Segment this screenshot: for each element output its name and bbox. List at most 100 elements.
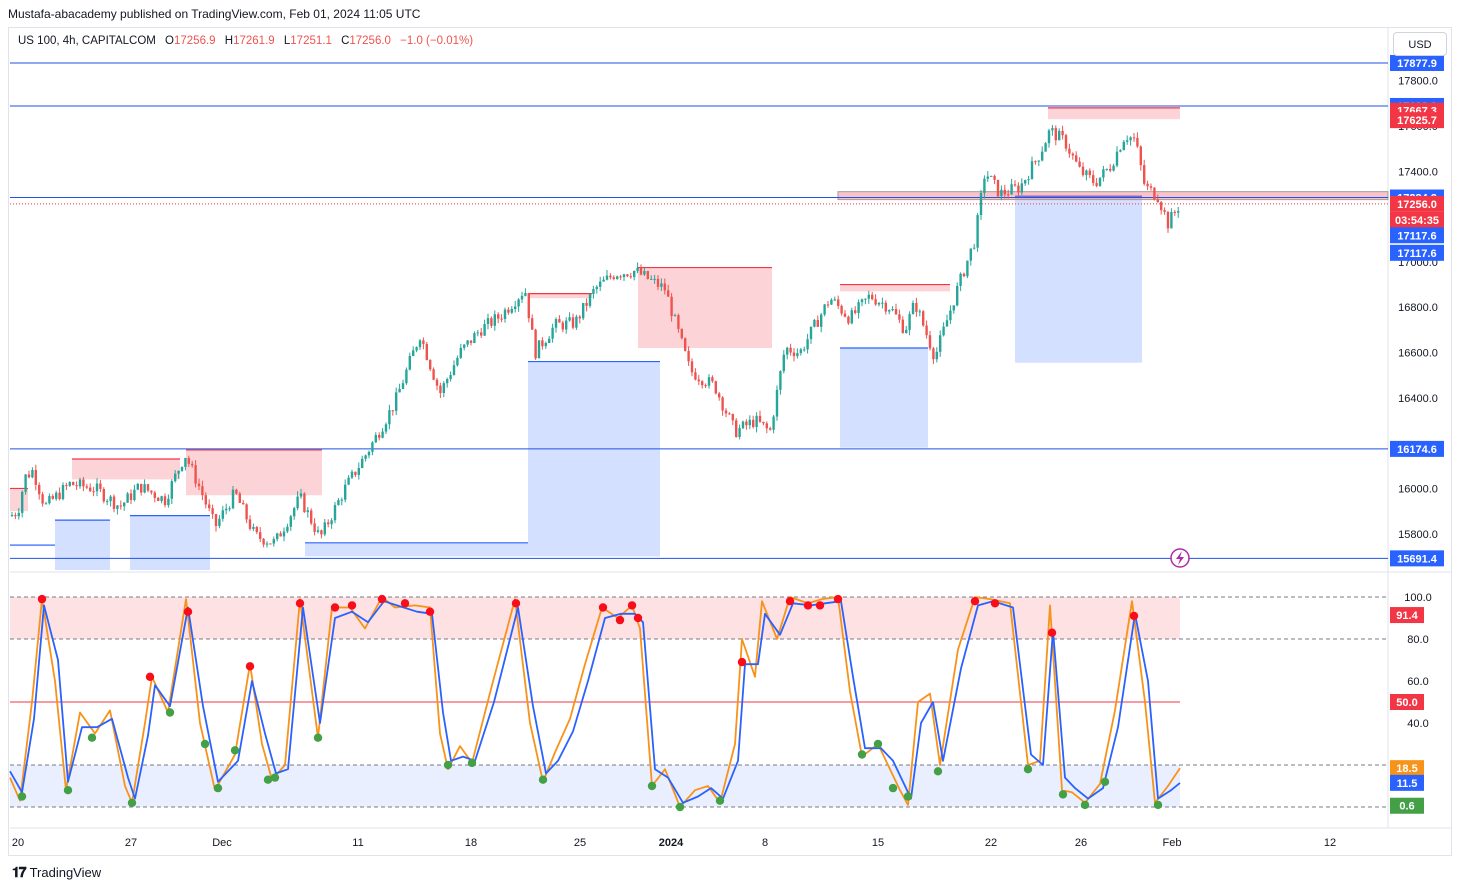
candle-body: [95, 483, 99, 492]
buy-signal-dot: [647, 781, 657, 791]
buy-signal-dot: [200, 739, 210, 749]
candle-body: [473, 333, 476, 343]
candle-body: [10, 515, 14, 517]
candle-body: [106, 501, 109, 503]
candle-body: [871, 294, 874, 300]
symbol-name[interactable]: US 100, 4h, CAPITALCOM: [18, 35, 156, 47]
candle-body: [592, 289, 595, 295]
price-badge: [1390, 211, 1444, 228]
tradingview-logo-icon: 𝟏𝟕: [12, 864, 27, 880]
candle-body: [78, 479, 82, 487]
currency-button[interactable]: USD: [1393, 32, 1447, 56]
candle-body: [303, 493, 306, 513]
candle-body: [840, 305, 843, 314]
candle-body: [823, 304, 826, 315]
stoch-badge-label: 18.5: [1396, 763, 1417, 775]
candle-body: [568, 317, 571, 321]
price-badge-label: 03:54:35: [1395, 215, 1439, 227]
candle-body: [313, 523, 316, 532]
sell-signal-dot: [785, 597, 795, 606]
candle-body: [61, 485, 65, 500]
candle-body: [361, 458, 364, 469]
candle-body: [983, 178, 986, 193]
candle-body: [388, 410, 391, 425]
candle-body: [194, 465, 197, 484]
candle-body: [1119, 150, 1122, 152]
candle-body: [272, 539, 275, 544]
candle-body: [21, 491, 24, 513]
time-tick-label: Dec: [212, 837, 232, 849]
candle-body: [670, 296, 673, 317]
candle-body: [486, 318, 490, 325]
candle-body: [673, 315, 677, 317]
candle-body: [228, 508, 231, 510]
candle-body: [255, 527, 258, 533]
sell-signal-dot: [615, 615, 625, 625]
candle-body: [531, 318, 534, 330]
sell-signal-dot: [347, 601, 357, 610]
stoch-badge: [1390, 694, 1424, 710]
tradingview-logo-text: TradingView: [29, 865, 102, 880]
candle-body: [830, 299, 833, 305]
candle-body: [1153, 187, 1156, 200]
price-badge-label: 16174.6: [1397, 444, 1437, 456]
candle-body: [626, 274, 629, 277]
candle-body: [1017, 185, 1020, 193]
price-badge: [1390, 440, 1444, 457]
close-label: C: [341, 35, 350, 47]
candle-body: [752, 419, 755, 427]
candle-body: [116, 505, 119, 509]
candle-body: [826, 304, 830, 306]
candle-body: [262, 538, 265, 545]
candle-body: [177, 470, 180, 474]
time-tick-label: 8: [762, 837, 768, 849]
candle-body: [956, 285, 959, 306]
candle-body: [259, 532, 262, 539]
candle-body: [391, 410, 394, 412]
candle-body: [112, 496, 116, 509]
candle-body: [663, 283, 666, 291]
candle-body: [911, 302, 915, 315]
candle-body: [979, 192, 983, 216]
candle-body: [500, 318, 503, 320]
candle-body: [1071, 153, 1074, 156]
candle-body: [65, 485, 68, 487]
candle-body: [1132, 137, 1136, 139]
candle-body: [962, 273, 966, 277]
price-tick-label: 17800.0: [1398, 76, 1438, 88]
candle-body: [976, 215, 979, 248]
candle-body: [1102, 169, 1105, 178]
candle-body: [1160, 202, 1163, 211]
candle-body: [184, 458, 187, 467]
candle-body: [544, 343, 547, 347]
buy-signal-dot: [313, 733, 323, 742]
buy-signal-dot: [538, 775, 548, 784]
buy-signal-dot: [888, 783, 898, 793]
candle-body: [731, 414, 734, 421]
sell-signal-dot: [377, 594, 387, 604]
candle-body: [327, 522, 330, 525]
time-tick-label: Feb: [1163, 837, 1182, 849]
candle-body: [1054, 128, 1057, 141]
candle-body: [320, 530, 323, 535]
time-tick-label: 15: [872, 837, 884, 849]
candle-body: [738, 428, 741, 437]
candle-body: [480, 332, 483, 336]
candle-body: [646, 271, 649, 279]
supply-zone: [186, 449, 322, 496]
candle-body: [1088, 170, 1091, 176]
candle-body: [612, 277, 615, 279]
candle-body: [514, 306, 517, 310]
candle-body: [578, 316, 581, 319]
sell-signal-dot: [737, 657, 747, 667]
candle-body: [605, 275, 609, 280]
candle-body: [762, 421, 765, 424]
candle-body: [395, 392, 398, 411]
candle-body: [694, 372, 697, 380]
candle-body: [905, 329, 908, 333]
flash-icon-bolt: [1176, 551, 1184, 565]
candle-body: [636, 267, 639, 271]
candle-body: [867, 294, 870, 299]
buy-signal-dot: [857, 750, 867, 759]
